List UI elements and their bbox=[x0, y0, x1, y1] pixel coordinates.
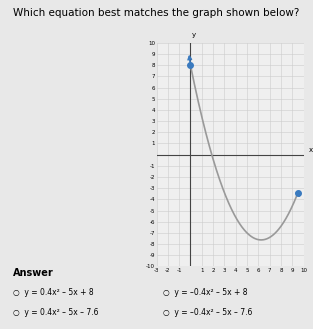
Text: Which equation best matches the graph shown below?: Which equation best matches the graph sh… bbox=[13, 8, 299, 18]
Text: ○  y = –0.4x² – 5x + 8: ○ y = –0.4x² – 5x + 8 bbox=[163, 288, 247, 297]
Text: ○  y = 0.4x² – 5x + 8: ○ y = 0.4x² – 5x + 8 bbox=[13, 288, 93, 297]
Text: x: x bbox=[308, 147, 312, 153]
Text: ○  y = 0.4x² – 5x – 7.6: ○ y = 0.4x² – 5x – 7.6 bbox=[13, 308, 98, 316]
Text: Answer: Answer bbox=[13, 268, 53, 278]
Text: y: y bbox=[192, 32, 196, 38]
Text: ○  y = –0.4x² – 5x – 7.6: ○ y = –0.4x² – 5x – 7.6 bbox=[163, 308, 252, 316]
